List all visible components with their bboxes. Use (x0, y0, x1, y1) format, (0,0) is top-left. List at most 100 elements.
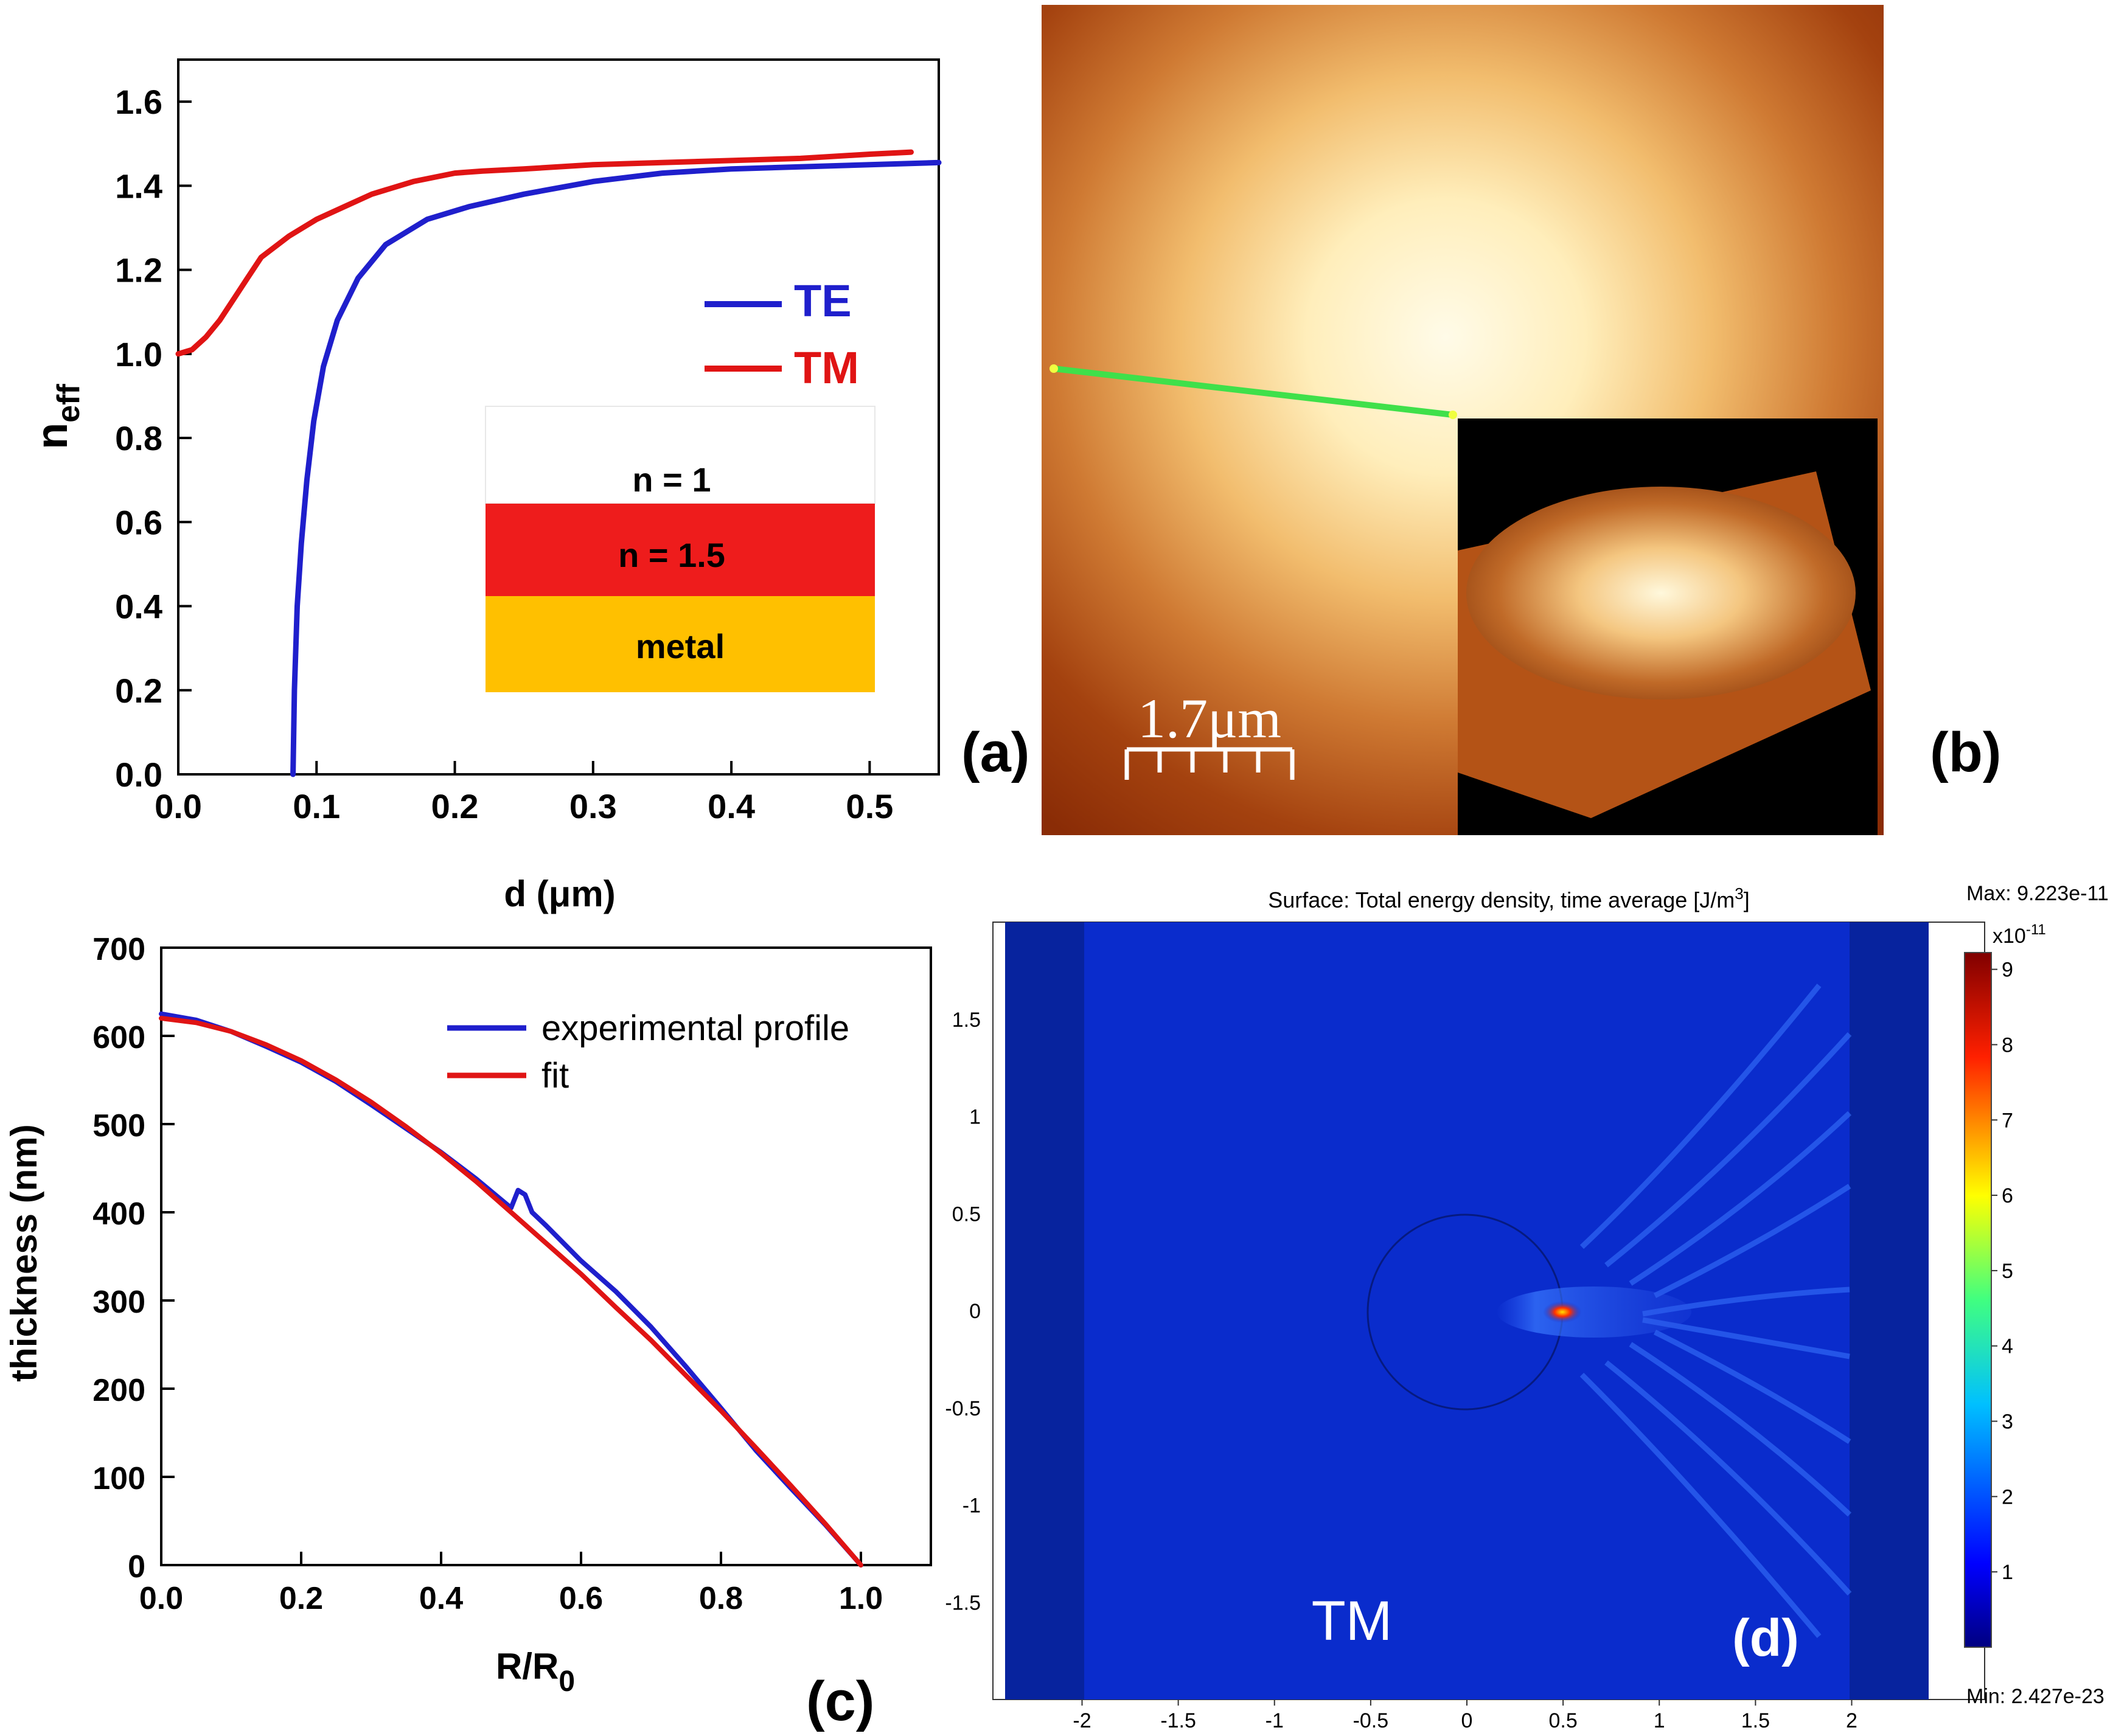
panel-a-ylabel-main: n (28, 423, 77, 450)
panel-c-ytick-label: 200 (92, 1373, 145, 1408)
panel-d-xtick-label: 1.5 (1741, 1709, 1770, 1732)
scale-bar (1124, 747, 1295, 780)
panel-d-xtick-label: 0 (1461, 1709, 1473, 1732)
panel-d-ytick-label: 1.5 (952, 1009, 981, 1032)
panel-d-xtick-label: 0.5 (1548, 1709, 1577, 1732)
colorbar-tick-label: 8 (2002, 1033, 2013, 1057)
panel-c-series (159, 1011, 863, 1568)
afm-profile-line (1053, 366, 1453, 418)
panel-c-xtick-label: 1.0 (839, 1581, 883, 1616)
panel-a-xtick-label: 0.1 (293, 787, 340, 825)
panel-c-chart: 0.0 0.2 0.4 0.6 0.8 1.0 0 100 200 300 400 500 600 700… (4, 932, 932, 1732)
colorbar-tick-label: 2 (2002, 1485, 2013, 1509)
panel-c-ylabel: thickness (nm) (4, 1124, 44, 1381)
panel-c-xlabel: R/R0 (496, 1646, 575, 1698)
colorbar-tick-label: 7 (2002, 1109, 2013, 1132)
panel-a-plot-frame (177, 58, 940, 776)
panel-c-xlabel-main: R/R (496, 1646, 559, 1687)
colorbar-tick-label: 6 (2002, 1184, 2013, 1207)
panel-a-xlabel: d (μm) (504, 873, 615, 914)
colorbar-exponent-base: x10 (1993, 925, 2026, 948)
afm-profile-start (1050, 364, 1058, 373)
panel-d-xtick-label: 1 (1654, 1709, 1665, 1732)
panel-c-xtick-label: 0.6 (559, 1581, 603, 1616)
panel-d-simulation: Surface: Total energy density, time aver… (945, 882, 2108, 1732)
inset-layer-air (485, 406, 876, 504)
panel-a-ytick-label: 0.2 (115, 672, 162, 710)
afm-3d-bead (1466, 487, 1856, 700)
panel-d-ytick-label: 0.5 (952, 1203, 981, 1226)
panel-c-label: (c) (806, 1670, 874, 1732)
panel-a-xtick-label: 0.4 (708, 787, 755, 825)
pml-right (1850, 922, 1929, 1700)
colorbar-exponent-sup: -11 (2026, 922, 2046, 938)
inset-layer-air-label: n = 1 (632, 460, 711, 499)
colorbar-tick-label: 4 (2002, 1335, 2013, 1358)
panel-a-ytick-label: 1.0 (115, 335, 162, 373)
legend-te-label: TE (794, 276, 852, 326)
inset-layer-metal (486, 596, 875, 692)
panel-d-mode-label: TM (1312, 1590, 1393, 1652)
panel-a-chart: 0.0 0.1 0.2 0.3 0.4 0.5 0.0 0.2 0.4 0.6 0.8 1.0 1.2 1… (28, 58, 1029, 914)
panel-a-ytick-label: 0.0 (115, 755, 162, 794)
inset-layer-dielectric (486, 504, 875, 596)
panel-c-series-experimental-profile (159, 1011, 863, 1568)
panel-a-ylabel-sub: eff (51, 384, 86, 423)
panel-d-ytick-label: -0.5 (945, 1397, 981, 1420)
panel-a-ylabel: neff (28, 384, 86, 450)
panel-d-xtick-label: -0.5 (1353, 1709, 1389, 1732)
panel-c-xtick-label: 0.8 (699, 1581, 743, 1616)
panel-d-ytick-label: -1.5 (945, 1591, 981, 1614)
panel-a-xtick-label: 0.3 (569, 787, 617, 825)
panel-a-series-te (290, 159, 942, 777)
panel-a-ytick-label: 1.2 (115, 251, 162, 290)
legend-fit-label: fit (541, 1056, 569, 1095)
colorbar (1964, 952, 1992, 1648)
colorbar-min-label: Min: 2.427e-23 (1966, 1685, 2104, 1708)
panel-c-plot-frame (160, 946, 932, 1566)
afm-profile-end (1449, 411, 1457, 419)
panel-d-ytick-label: -1 (963, 1495, 981, 1518)
inset-layer-dielectric-label: n = 1.5 (618, 536, 725, 574)
near-field-glow (1497, 1286, 1691, 1338)
panel-d-ytick-label: 0 (969, 1300, 981, 1323)
panel-c-ytick-label: 100 (92, 1461, 145, 1496)
colorbar-tick-label: 9 (2002, 959, 2013, 982)
panel-d-title-end: ] (1744, 887, 1750, 912)
panel-d-label: (d) (1732, 1609, 1799, 1667)
panel-c-series-fit (159, 1016, 863, 1568)
colorbar-exponent: x10-11 (1993, 922, 2046, 948)
panel-d-ticks: -2 -1.5 -1 -0.5 0 0.5 1 1.5 2 1.5 1 0.5 0 -0.5 -1 -1.5 (945, 1009, 1857, 1732)
panel-d-xtick-label: 2 (1846, 1709, 1857, 1732)
panel-a-series-tm (175, 149, 914, 357)
panel-a-xtick-label: 0.5 (846, 787, 893, 825)
panel-a-ytick-label: 1.6 (115, 83, 162, 121)
panel-c-xtick-label: 0.4 (419, 1581, 463, 1616)
panel-c-xtick-label: 0.0 (139, 1581, 183, 1616)
panel-c-xlabel-sub: 0 (559, 1665, 575, 1698)
panel-a-label: (a) (961, 721, 1029, 783)
legend-experimental-label: experimental profile (541, 1009, 849, 1048)
panel-c-ytick-label: 500 (92, 1108, 145, 1144)
panel-b-afm-image: 1.7μm (b) (1042, 5, 2001, 835)
panel-a-xtick-label: 0.2 (431, 787, 479, 825)
panel-a-ytick-label: 1.4 (115, 167, 162, 205)
panel-c-ticks: 0.0 0.2 0.4 0.6 0.8 1.0 0 100 200 300 400 500 600 700 (92, 932, 883, 1616)
panel-c-ytick-label: 300 (92, 1285, 145, 1320)
panel-a-ticks: 0.0 0.1 0.2 0.3 0.4 0.5 0.0 0.2 0.4 0.6 0.8 1.0 1.2 1… (115, 83, 893, 825)
field-hotspot (1543, 1301, 1582, 1323)
panel-a-series (175, 149, 942, 777)
panel-a-ytick-label: 0.8 (115, 419, 162, 457)
panel-c-ytick-label: 600 (92, 1020, 145, 1055)
panel-d-xtick-label: -1.5 (1160, 1709, 1196, 1732)
colorbar-tick-label: 5 (2002, 1260, 2013, 1283)
legend-tm-label: TM (794, 342, 859, 393)
panel-d-title-main: Surface: Total energy density, time aver… (1268, 887, 1735, 912)
panel-c-xtick-label: 0.2 (279, 1581, 323, 1616)
panel-b-label: (b) (1930, 721, 2001, 783)
panel-d-title-sup: 3 (1735, 884, 1743, 903)
colorbar-max-label: Max: 9.223e-11 (1966, 882, 2109, 905)
panel-c-ytick-label: 400 (92, 1196, 145, 1232)
panel-c-ytick-label: 0 (128, 1549, 145, 1585)
panel-a-xtick-label: 0.0 (155, 787, 202, 825)
